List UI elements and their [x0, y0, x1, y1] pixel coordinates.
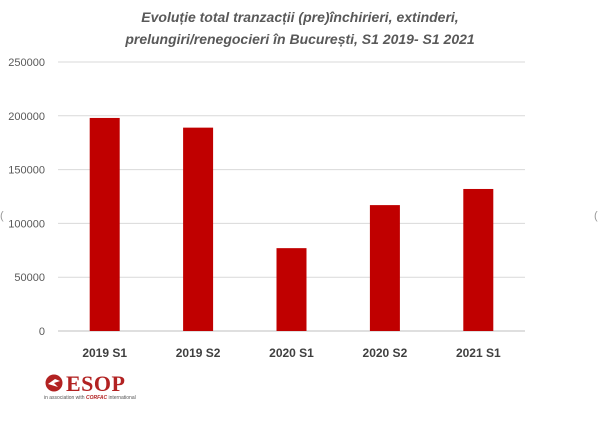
- y-tick-label: 100000: [8, 218, 45, 230]
- y-tick-label: 200000: [8, 111, 45, 123]
- esop-logo: ESOP in association with CORFAC internat…: [44, 371, 154, 405]
- x-tick-label: 2019 S1: [82, 346, 127, 360]
- bar: [463, 188, 494, 331]
- logo-tagline-suffix: international: [108, 395, 136, 401]
- bar: [89, 117, 120, 332]
- x-tick-label: 2019 S2: [176, 346, 221, 360]
- y-tick-label: 250000: [8, 57, 45, 69]
- y-tick-label: 50000: [14, 272, 45, 284]
- bar: [183, 127, 214, 331]
- y-tick-label: 0: [39, 326, 45, 338]
- chart-title-line-2: prelungiri/renegocieri în București, S1 …: [125, 31, 475, 47]
- bar: [276, 248, 307, 331]
- logo-tagline-prefix: in association with: [44, 395, 85, 401]
- x-tick-label: 2021 S1: [456, 346, 501, 360]
- left-edge-mark: (: [0, 210, 4, 222]
- y-tick-label: 150000: [8, 165, 45, 177]
- x-tick-label: 2020 S2: [363, 346, 408, 360]
- logo-tagline-brand: CORFAC: [85, 395, 108, 401]
- logo-emblem-icon: [45, 374, 63, 392]
- x-tick-label: 2020 S1: [269, 346, 314, 360]
- right-edge-mark: (: [594, 210, 598, 222]
- logo-wordmark: ESOP: [66, 371, 126, 396]
- bar: [369, 205, 400, 331]
- chart-title-line-1: Evoluție total tranzacții (pre)închirier…: [141, 9, 459, 25]
- logo-tagline: in association with CORFAC international: [44, 395, 136, 401]
